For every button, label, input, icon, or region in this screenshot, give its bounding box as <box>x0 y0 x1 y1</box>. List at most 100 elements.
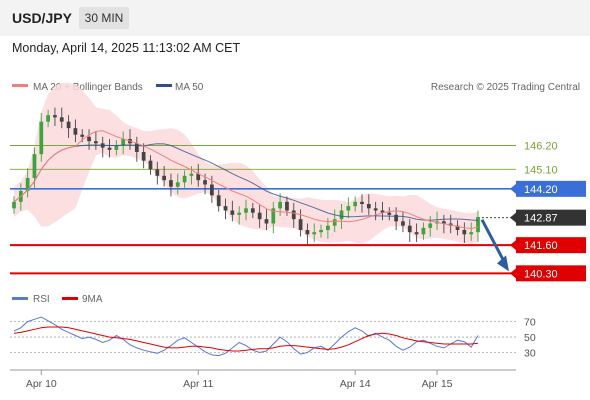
current-price-tag-pointer <box>510 212 516 223</box>
ma20-legend-label: MA 20 + Bollinger Bands <box>33 82 143 93</box>
candle-body <box>87 136 91 142</box>
x-tick-label: Apr 14 <box>340 378 371 390</box>
rsi-legend-label: RSI <box>33 294 50 305</box>
candle-body <box>223 206 228 211</box>
rsi-tick-label: 30 <box>524 348 536 360</box>
candle-body <box>394 214 398 222</box>
rsi-line <box>13 316 479 357</box>
pivot-tag-pointer <box>510 183 516 194</box>
candle-body <box>271 208 276 224</box>
resistance-label: 145.10 <box>524 164 558 176</box>
pair-title: USD/JPY <box>12 10 72 26</box>
candle-body <box>346 206 351 211</box>
candle-body <box>278 201 282 209</box>
candle-body <box>25 178 30 191</box>
rsi-ma9-line <box>13 326 479 352</box>
candle-body <box>237 212 242 215</box>
candle-body <box>175 182 180 187</box>
support-label: 141.60 <box>524 240 558 252</box>
ma50-legend-label: MA 50 <box>175 82 204 93</box>
candle-body <box>121 139 126 146</box>
support-tag-pointer <box>510 240 516 251</box>
candle-body <box>210 184 214 196</box>
pivot-label: 144.20 <box>524 184 558 196</box>
candle-body <box>73 128 78 135</box>
rsi-panel: 70 50 30 <box>10 316 536 360</box>
ma9-legend-label: 9MA <box>82 294 103 305</box>
candle-body <box>230 210 235 215</box>
candle-body <box>32 154 37 178</box>
candle-body <box>291 210 296 220</box>
candle-body <box>216 195 221 207</box>
rsi-tick-label: 50 <box>524 332 536 344</box>
timestamp: Monday, April 14, 2025 11:13:02 AM CET <box>12 41 241 55</box>
forecast-arrow-head <box>497 255 509 272</box>
rsi-tick-label: 70 <box>524 317 536 329</box>
x-tick-label: Apr 15 <box>422 378 453 390</box>
x-tick-label: Apr 11 <box>183 378 213 390</box>
candle-body <box>182 175 187 183</box>
candle-body <box>469 232 474 235</box>
candle-body <box>401 221 405 226</box>
candle-body <box>94 141 98 144</box>
candle-body <box>428 223 433 228</box>
candle-body <box>114 145 119 150</box>
candle-body <box>39 121 44 155</box>
candle-body <box>414 232 419 235</box>
candle-body <box>353 201 358 207</box>
ma50-line <box>13 143 479 221</box>
candle-body <box>12 201 16 209</box>
candle-body <box>373 208 378 211</box>
candle-body <box>203 180 207 185</box>
forecast-arrow <box>480 218 509 272</box>
forecast-arrow-shaft <box>480 218 507 265</box>
candle-body <box>155 169 160 176</box>
candle-body <box>312 232 317 235</box>
candle-body <box>80 134 85 137</box>
candle-body <box>141 152 146 161</box>
candle-body <box>244 208 248 213</box>
resistance-label: 146.20 <box>524 141 558 153</box>
candle-body <box>66 121 71 129</box>
current-price-label: 142.87 <box>524 213 558 225</box>
candle-body <box>421 227 426 235</box>
candle-body <box>360 201 364 204</box>
candle-body <box>305 230 310 235</box>
candle-body <box>326 225 330 230</box>
candle-body <box>366 204 371 209</box>
moving-averages <box>13 130 479 230</box>
candle-body <box>169 180 173 187</box>
rsi-legend-swatch <box>12 297 28 300</box>
candle-body <box>407 225 412 233</box>
candle-body <box>339 210 344 220</box>
current-price-tag <box>516 209 586 226</box>
candle-body <box>298 219 303 230</box>
candle-body <box>380 210 385 213</box>
candle-body <box>59 117 64 122</box>
pivot-tag <box>516 180 586 197</box>
candle-body <box>46 115 50 122</box>
candle-body <box>196 173 201 181</box>
candle-body <box>332 219 337 226</box>
ma50-legend-swatch <box>156 84 172 87</box>
candle-body <box>148 160 153 170</box>
candle-body <box>387 212 392 215</box>
candle-body <box>455 225 460 230</box>
candle-body <box>285 201 289 211</box>
candle-body <box>476 217 480 233</box>
x-tick-label: Apr 10 <box>26 378 57 390</box>
support-tag <box>516 265 586 282</box>
header-bar: USD/JPY 30 MIN <box>0 0 590 36</box>
candle-body <box>53 115 57 118</box>
candle-body <box>107 147 112 150</box>
support-tag <box>516 237 586 254</box>
support-tag-pointer <box>510 268 516 279</box>
candle-body <box>257 212 262 220</box>
support-label: 140.30 <box>524 268 558 280</box>
copyright-label: Research © 2025 Trading Central <box>431 82 580 93</box>
timeframe-badge[interactable]: 30 MIN <box>79 7 129 29</box>
ma20-legend-swatch <box>12 84 28 87</box>
candle-body <box>462 230 467 235</box>
candle-body <box>189 173 194 176</box>
